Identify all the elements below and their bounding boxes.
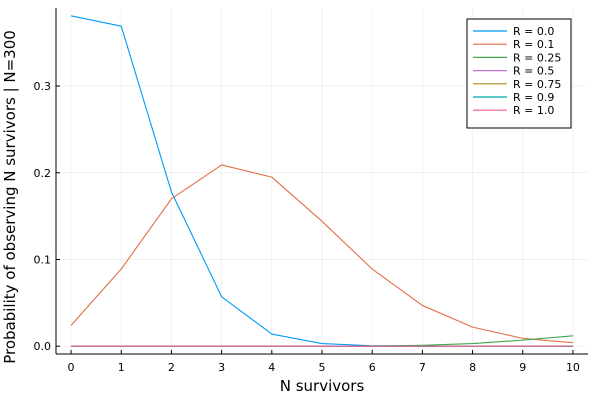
y-tick-label: 0.3	[34, 80, 52, 93]
x-tick-label: 6	[369, 361, 376, 374]
legend-label: R = 0.0	[513, 25, 554, 38]
x-tick-label: 4	[268, 361, 275, 374]
legend: R = 0.0R = 0.1R = 0.25R = 0.5R = 0.75R =…	[466, 18, 572, 129]
x-tick-label: 7	[419, 361, 426, 374]
legend-label: R = 0.5	[513, 65, 554, 78]
axes-layer: 0 1 2 3 4 5 6 7 8 9 10 0.0 0.1 0.2 0.3	[34, 8, 588, 374]
y-tick-label: 0.0	[34, 340, 52, 353]
series-line	[70, 164, 573, 344]
x-tick-label: 1	[118, 361, 125, 374]
y-tick-label: 0.2	[34, 167, 52, 180]
legend-label: R = 0.9	[513, 91, 554, 104]
legend-label: R = 0.1	[513, 38, 554, 51]
legend-label: R = 0.75	[513, 78, 561, 91]
x-tick-label: 5	[319, 361, 326, 374]
x-axis-label: N survivors	[280, 377, 365, 395]
legend-label: R = 1.0	[513, 104, 554, 117]
x-tick-label: 9	[519, 361, 526, 374]
y-axis-label: Probability of observing N survivors | N…	[1, 30, 19, 364]
x-tick-label: 8	[469, 361, 476, 374]
series-layer	[70, 15, 573, 347]
y-tick-label: 0.1	[34, 253, 52, 266]
legend-label: R = 0.25	[513, 51, 561, 64]
x-tick-label: 0	[68, 361, 75, 374]
x-tick-label: 10	[566, 361, 580, 374]
x-tick-label: 2	[168, 361, 175, 374]
x-tick-label: 3	[218, 361, 225, 374]
